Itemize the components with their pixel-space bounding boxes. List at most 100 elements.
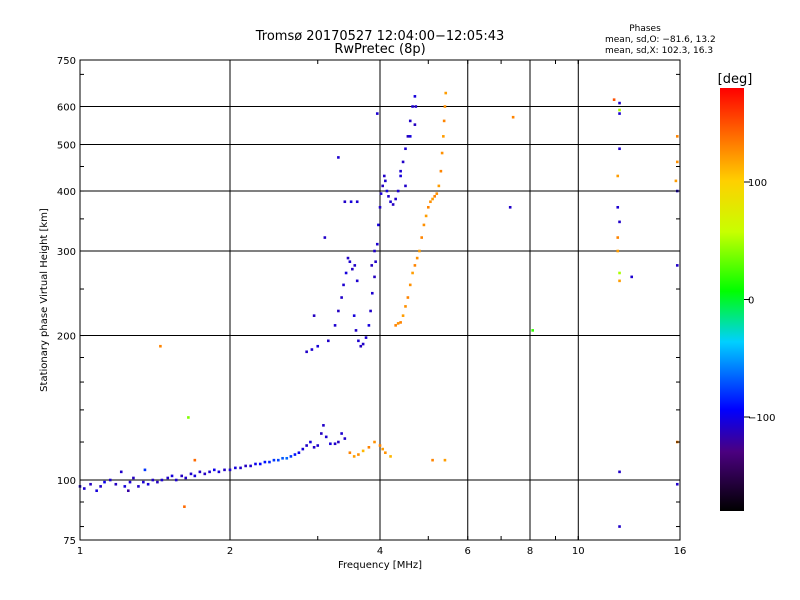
data-point: [415, 256, 419, 260]
axis-ticks: 1 2 4 6 8 10 16 75 100 200 300 400 500 600 750: [57, 56, 686, 557]
x-tick-label: 8: [527, 546, 533, 557]
data-point: [379, 192, 383, 195]
data-point: [408, 135, 412, 138]
data-point: [618, 525, 621, 528]
data-point: [373, 440, 376, 444]
data-point: [342, 283, 345, 287]
data-point: [289, 455, 293, 458]
data-point: [223, 468, 226, 472]
data-point: [399, 169, 402, 173]
data-point: [193, 458, 197, 462]
chart-title: Tromsø 20170527 12:04:00−12:05:43: [255, 29, 505, 44]
data-point: [346, 256, 350, 260]
data-point: [387, 195, 390, 198]
data-point: [378, 444, 382, 447]
data-point: [217, 470, 221, 474]
data-point: [616, 249, 620, 253]
data-points: [78, 91, 679, 528]
data-point: [616, 205, 620, 209]
colorbar: [720, 88, 744, 511]
x-tick-label: 2: [227, 546, 233, 557]
x-tick-label: 10: [572, 546, 585, 557]
data-point: [281, 456, 284, 460]
data-point: [146, 482, 150, 486]
x-tick-label: 6: [465, 546, 471, 557]
data-point: [333, 442, 337, 446]
colorbar-tick-label: −100: [748, 413, 775, 424]
data-point: [183, 505, 186, 508]
data-point: [618, 271, 621, 275]
phases-stat-o: mean, sd,O: −81.6, 13.2: [605, 35, 716, 45]
data-point: [370, 291, 374, 295]
data-point: [377, 223, 380, 227]
data-point: [414, 105, 418, 108]
data-point: [413, 123, 417, 126]
data-point: [389, 455, 392, 458]
data-point: [189, 472, 193, 476]
data-point: [333, 324, 337, 327]
data-point: [616, 236, 620, 239]
data-point: [401, 314, 405, 317]
data-point: [675, 482, 679, 486]
y-tick-label: 500: [57, 141, 76, 152]
x-tick-label: 1: [77, 546, 83, 557]
data-point: [160, 478, 164, 482]
data-point: [391, 203, 395, 206]
data-point: [132, 476, 135, 480]
data-point: [443, 458, 447, 462]
data-point: [337, 156, 340, 159]
y-tick-label: 600: [57, 103, 76, 114]
x-tick-label: 4: [377, 546, 383, 557]
data-point: [180, 474, 184, 478]
data-point: [329, 442, 332, 446]
data-point: [203, 472, 207, 476]
data-point: [364, 336, 368, 339]
data-point: [95, 489, 98, 493]
data-point: [394, 197, 397, 201]
data-point: [343, 437, 347, 440]
data-point: [126, 489, 130, 493]
y-tick-label: 300: [57, 247, 76, 258]
data-point: [373, 275, 376, 279]
data-point: [323, 236, 327, 239]
y-axis-label: Stationary phase Virtual Height [km]: [39, 208, 50, 392]
data-point: [327, 339, 330, 343]
data-point: [411, 105, 414, 108]
data-point: [408, 119, 412, 123]
chart-subtitle: RwPretec (8p): [334, 42, 425, 57]
data-point: [103, 480, 106, 484]
data-point: [348, 451, 352, 455]
data-point: [378, 205, 382, 209]
data-point: [508, 205, 512, 209]
data-point: [343, 200, 347, 204]
data-point: [212, 468, 216, 472]
data-point: [443, 105, 447, 108]
data-point: [375, 242, 379, 246]
data-point: [272, 458, 276, 462]
data-point: [444, 91, 448, 95]
data-point: [431, 197, 434, 201]
data-point: [166, 476, 170, 480]
data-point: [401, 160, 405, 164]
data-point: [344, 271, 348, 275]
data-point: [367, 324, 371, 327]
data-point: [128, 480, 132, 484]
data-point: [437, 184, 441, 188]
data-point: [618, 108, 621, 112]
data-point: [431, 458, 434, 462]
data-point: [309, 440, 312, 444]
data-point: [123, 485, 127, 488]
data-point: [374, 260, 377, 264]
data-point: [413, 264, 417, 267]
data-point: [340, 296, 343, 299]
data-point: [361, 342, 365, 346]
data-point: [404, 184, 407, 188]
data-point: [263, 460, 267, 464]
data-point: [82, 487, 86, 490]
data-point: [228, 468, 232, 472]
y-tick-label: 75: [63, 536, 76, 547]
data-point: [394, 324, 397, 327]
data-point: [389, 200, 392, 204]
data-point: [369, 309, 372, 313]
data-point: [675, 135, 679, 138]
